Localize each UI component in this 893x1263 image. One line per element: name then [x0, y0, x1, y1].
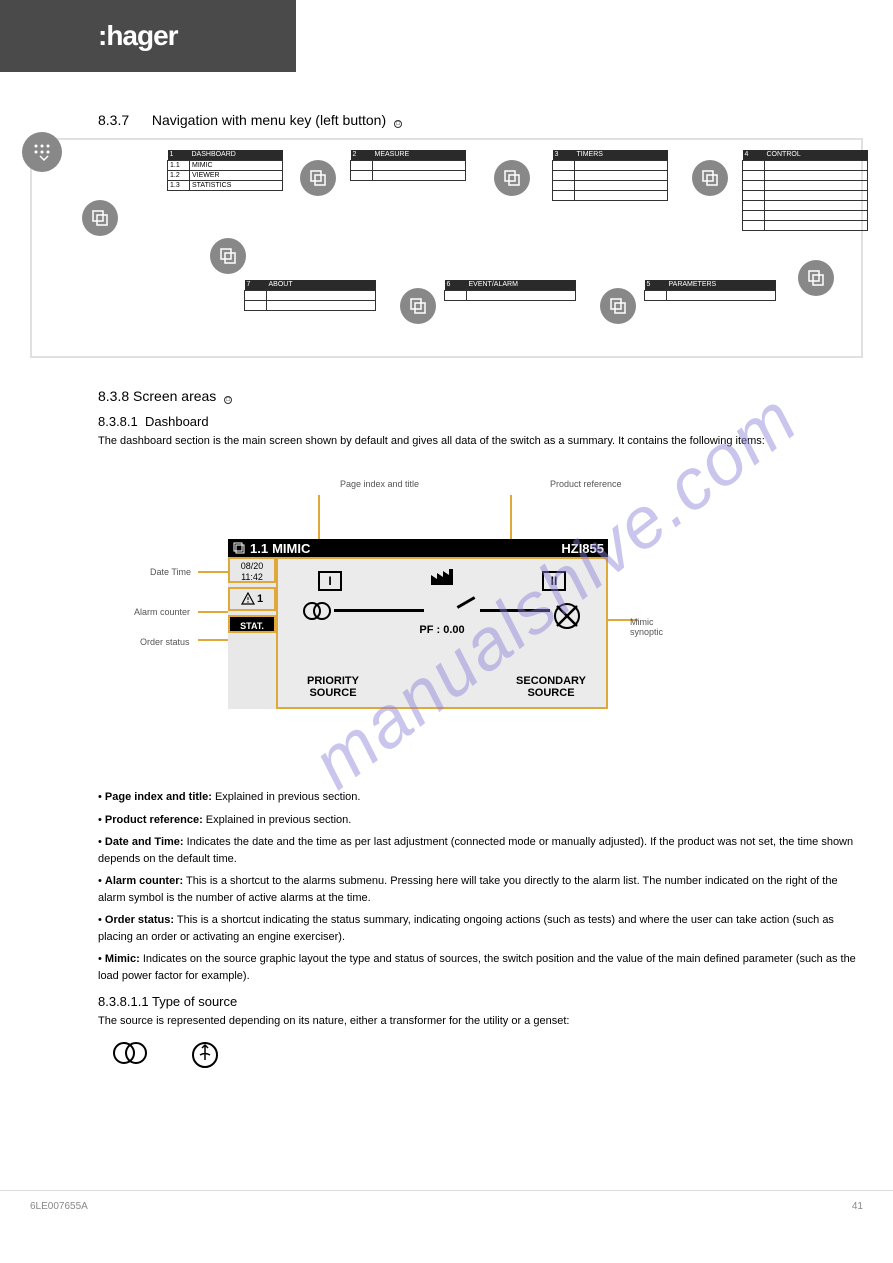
desc-item: • Order status: This is a shortcut indic… [98, 912, 863, 945]
page-icon [232, 541, 246, 555]
nav-diagram: 1DASHBOARD1.1MIMIC1.2VIEWER1.3STATISTICS… [30, 138, 863, 358]
footer-right: 41 [852, 1201, 863, 1212]
menu-nav-icon [692, 160, 728, 196]
menu-dot-icon: □ [394, 120, 402, 128]
desc-item: • Product reference: Explained in previo… [98, 812, 863, 829]
menu-nav-icon [494, 160, 530, 196]
switch-line-right [480, 609, 550, 612]
section-8-3-7-title: 8.3.7 Navigation with menu key (left but… [98, 112, 863, 128]
transformer-icon [302, 601, 332, 621]
primary-source-label: PRIORITY SOURCE [288, 675, 378, 699]
page-footer: 6LE007655A 41 [0, 1190, 893, 1222]
pf-value: PF : 0.00 [419, 624, 464, 636]
menu-dot-icon: □ [224, 396, 232, 404]
callout-label: Product reference [550, 479, 622, 489]
brand-logo: :hager [98, 20, 178, 52]
genset-icon [552, 601, 582, 631]
menu-nav-icon [82, 200, 118, 236]
callout-label: Alarm counter [134, 607, 190, 617]
callout-label: Date Time [150, 567, 191, 577]
mimic-alarm-box[interactable]: 1 [228, 587, 276, 611]
desc-item: • Mimic: Indicates on the source graphic… [98, 951, 863, 984]
nav-table: 2MEASURE [350, 150, 466, 181]
nav-table: 3TIMERS [552, 150, 668, 201]
keypad-icon [22, 132, 62, 172]
roman-2-box: II [542, 571, 566, 591]
source-types-text: The source is represented depending on i… [98, 1014, 863, 1029]
factory-icon [429, 567, 455, 587]
menu-nav-icon [300, 160, 336, 196]
mimic-header: 1.1 MIMIC HZI855 [228, 539, 608, 557]
callout-label: Mimic synoptic [630, 617, 680, 637]
mimic-date-box[interactable]: 08/20 11:42 [228, 557, 276, 583]
desc-item: • Page index and title: Explained in pre… [98, 789, 863, 806]
roman-1-box: I [318, 571, 342, 591]
desc-item: • Date and Time: Indicates the date and … [98, 834, 863, 867]
mimic-screenshot: Page index and titleProduct referenceDat… [180, 479, 680, 759]
nav-table: 6EVENT/ALARM [444, 280, 576, 301]
section-8-3-8-title: 8.3.8 Screen areas □ [98, 388, 863, 404]
nav-table: 1DASHBOARD1.1MIMIC1.2VIEWER1.3STATISTICS [167, 150, 283, 191]
section-source-types-title: 8.3.8.1.1 Type of source [98, 994, 863, 1009]
desc-item: • Alarm counter: This is a shortcut to t… [98, 873, 863, 906]
genset-icon [190, 1040, 220, 1070]
nav-table: 7ABOUT [244, 280, 376, 311]
menu-nav-icon [400, 288, 436, 324]
brand-header: :hager [0, 0, 296, 72]
secondary-source-label: SECONDARY SOURCE [506, 675, 596, 699]
menu-nav-icon [600, 288, 636, 324]
callout-label: Page index and title [340, 479, 419, 489]
warning-icon [241, 592, 255, 606]
nav-table: 4CONTROL [742, 150, 868, 231]
section-8-3-8-1-title: 8.3.8.1 Dashboard [98, 414, 863, 429]
mimic-stat-box[interactable]: STAT. [228, 615, 276, 633]
mimic-synoptic: I II PF : 0.00 PRIORITY SOURCE SECONDARY… [276, 557, 608, 709]
menu-nav-icon [798, 260, 834, 296]
nav-table: 5PARAMETERS [644, 280, 776, 301]
transformer-icon [110, 1040, 150, 1066]
callout-label: Order status [140, 637, 190, 647]
menu-nav-icon [210, 238, 246, 274]
switch-open [457, 597, 476, 610]
dashboard-intro-text: The dashboard section is the main screen… [98, 434, 863, 449]
switch-line-left [334, 609, 424, 612]
footer-left: 6LE007655A [30, 1201, 88, 1212]
